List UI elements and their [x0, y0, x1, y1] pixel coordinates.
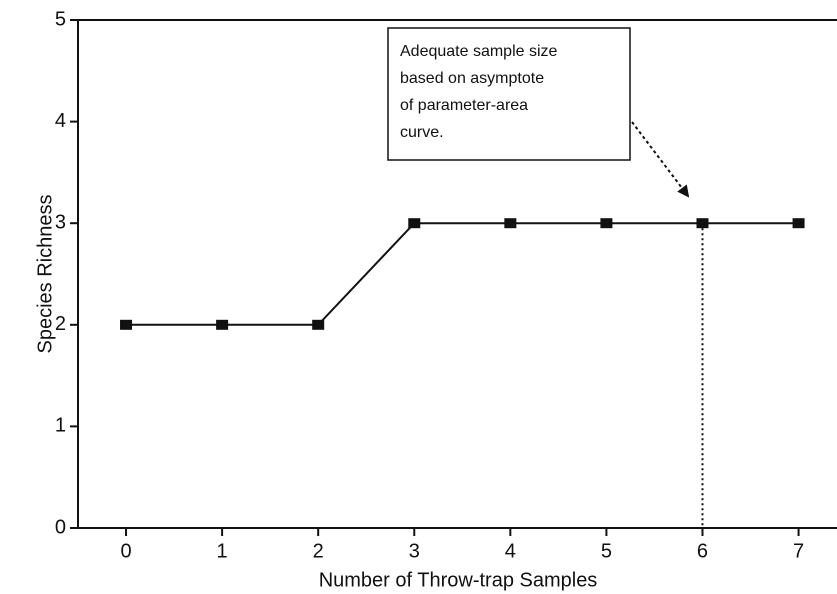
- x-tick-label: 1: [217, 540, 228, 562]
- annotation-text: Adequate sample size: [400, 43, 558, 60]
- data-point: [216, 319, 229, 330]
- data-point: [696, 218, 709, 229]
- y-tick-label: 5: [55, 8, 66, 30]
- y-tick-label: 4: [55, 110, 66, 132]
- y-tick-label: 2: [55, 313, 66, 335]
- x-tick-label: 3: [409, 540, 420, 562]
- x-tick-label: 7: [793, 540, 804, 562]
- data-point: [504, 218, 517, 229]
- x-tick-label: 0: [120, 540, 131, 562]
- data-point: [312, 319, 325, 330]
- data-point: [408, 218, 421, 229]
- x-tick-label: 4: [505, 540, 516, 562]
- y-axis-label: Species Richness: [34, 195, 56, 354]
- x-tick-label: 6: [697, 540, 708, 562]
- x-tick-label: 2: [313, 540, 324, 562]
- plot-frame: [77, 19, 837, 529]
- y-tick-label: 0: [55, 516, 66, 538]
- annotation-text: of parameter-area: [400, 97, 528, 114]
- annotation-box: [387, 27, 631, 161]
- data-point: [120, 319, 133, 330]
- data-point: [792, 218, 805, 229]
- annotation-arrow: [631, 121, 690, 198]
- y-tick-label: 3: [55, 211, 66, 233]
- y-tick-label: 1: [55, 415, 66, 437]
- data-line: [126, 222, 799, 326]
- data-point: [600, 218, 613, 229]
- annotation-text: curve.: [400, 124, 444, 141]
- annotation-text: based on asymptote: [400, 70, 544, 87]
- x-tick-label: 5: [601, 540, 612, 562]
- x-axis-label: Number of Throw-trap Samples: [319, 569, 598, 591]
